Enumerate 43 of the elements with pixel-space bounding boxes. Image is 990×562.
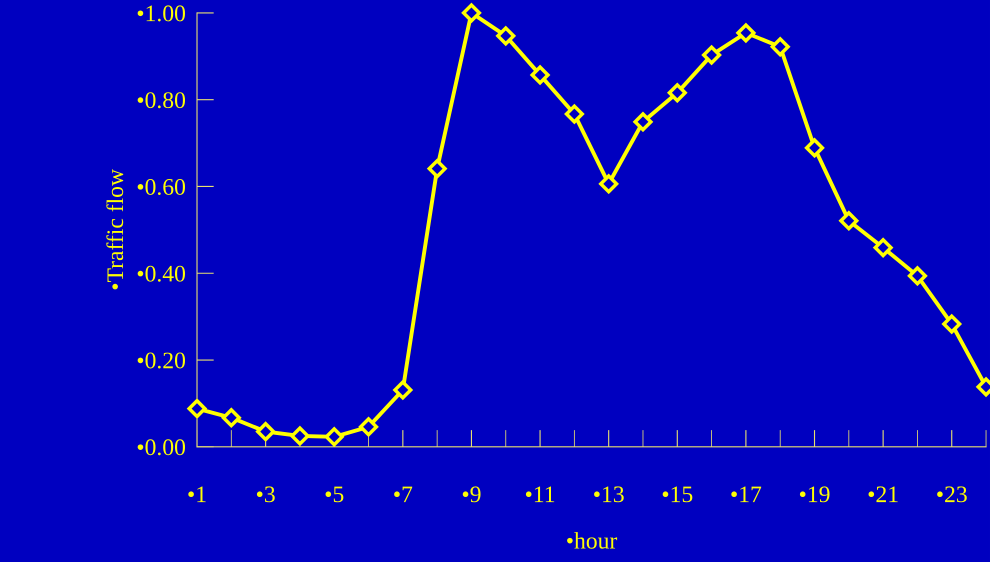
y-tick-label: •0.40: [138, 266, 185, 282]
point: [874, 238, 893, 258]
x-tick-label: •17: [731, 486, 762, 502]
x-tick-label: •13: [594, 486, 624, 502]
x-axis-title: •hour: [567, 532, 618, 549]
x-tick-label: •5: [326, 486, 344, 502]
y-tick-label: •0.20: [138, 352, 185, 369]
point: [290, 426, 310, 446]
y-axis-title: •Traffic flow: [106, 169, 124, 290]
point: [736, 23, 756, 42]
point: [530, 65, 550, 85]
x-tick-label: •9: [462, 486, 481, 502]
point: [462, 3, 482, 23]
point: [599, 174, 618, 194]
x-tick-label: •19: [800, 486, 830, 502]
point: [393, 380, 412, 400]
point: [428, 159, 447, 178]
point: [804, 138, 824, 158]
x-tick-label: •21: [868, 486, 898, 502]
point: [324, 427, 344, 446]
point: [222, 408, 241, 428]
point: [668, 83, 687, 102]
point: [908, 266, 928, 286]
x-tick-label: •11: [526, 486, 554, 502]
point: [256, 422, 276, 442]
x-tick-label: •23: [937, 486, 967, 502]
point: [770, 37, 790, 56]
x-tick-label: •7: [394, 486, 412, 502]
point: [496, 26, 516, 46]
y-tick-label: •1.00: [138, 5, 185, 22]
y-tick-label: •0.80: [138, 92, 185, 108]
point: [942, 314, 962, 334]
point: [187, 399, 207, 418]
point: [358, 417, 378, 436]
x-tick-label: •1: [188, 486, 206, 502]
point: [839, 211, 858, 230]
y-tick-label: •0.00: [138, 439, 185, 456]
point: [564, 104, 584, 124]
x-tick-label: •3: [256, 486, 275, 502]
point: [633, 112, 653, 132]
y-tick-label: •0.60: [138, 178, 185, 195]
x-tick-label: •15: [662, 486, 692, 502]
point: [702, 45, 722, 65]
